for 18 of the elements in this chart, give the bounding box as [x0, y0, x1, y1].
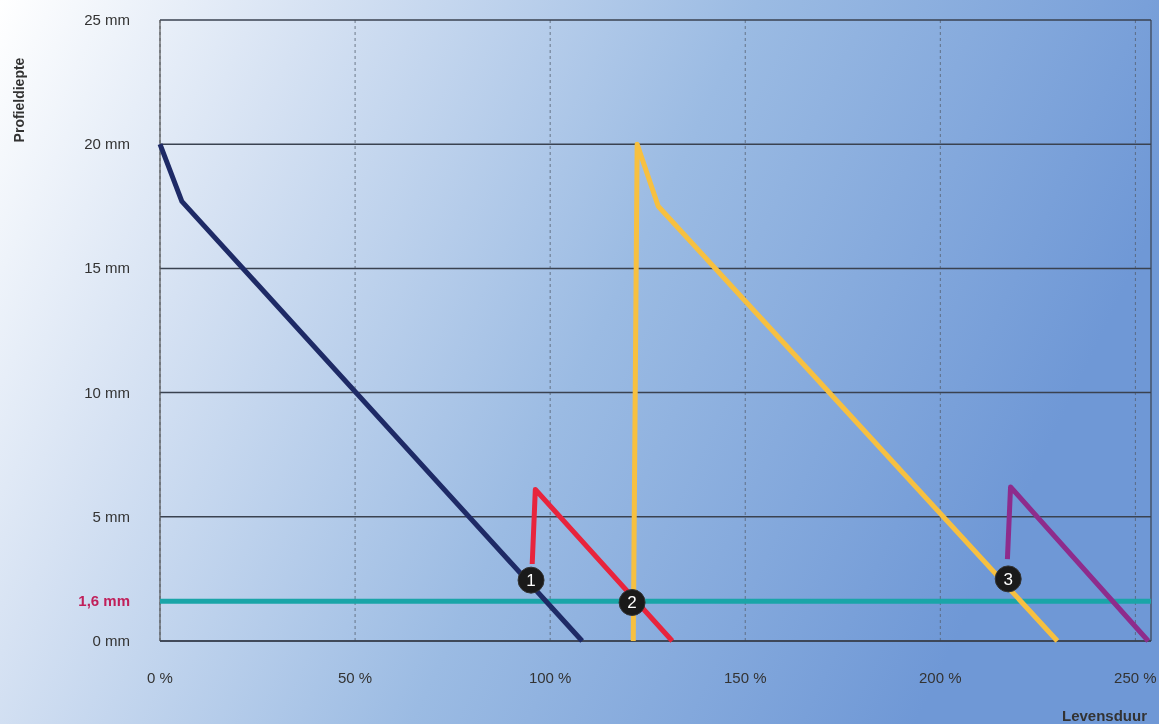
x-axis-title: Levensduur [1061, 707, 1148, 724]
x-tick-label: 200 % [919, 669, 962, 686]
y-tick-label: 25 mm [84, 11, 130, 28]
annotation: 1 [526, 571, 536, 591]
annotation: 3 [1003, 569, 1013, 589]
y-tick-label: 15 mm [84, 259, 130, 277]
y-tick-label: 10 mm [84, 383, 130, 401]
x-tick-label: 100 % [528, 669, 572, 686]
x-tick-label: 250 % [1114, 669, 1157, 686]
y-tick-label: 5 mm [92, 507, 130, 525]
x-tick-label: 150 % [723, 669, 767, 686]
y-tick-label: 0 mm [92, 632, 130, 649]
x-tick-label: 0 % [147, 669, 173, 686]
ref-line-label: 1,6 mm [78, 592, 130, 610]
x-tick-label: 50 % [337, 669, 373, 686]
y-axis-title: Profieldiepte [11, 57, 27, 143]
y-tick-label: 20 mm [84, 135, 130, 153]
annotation: 2 [627, 593, 637, 613]
